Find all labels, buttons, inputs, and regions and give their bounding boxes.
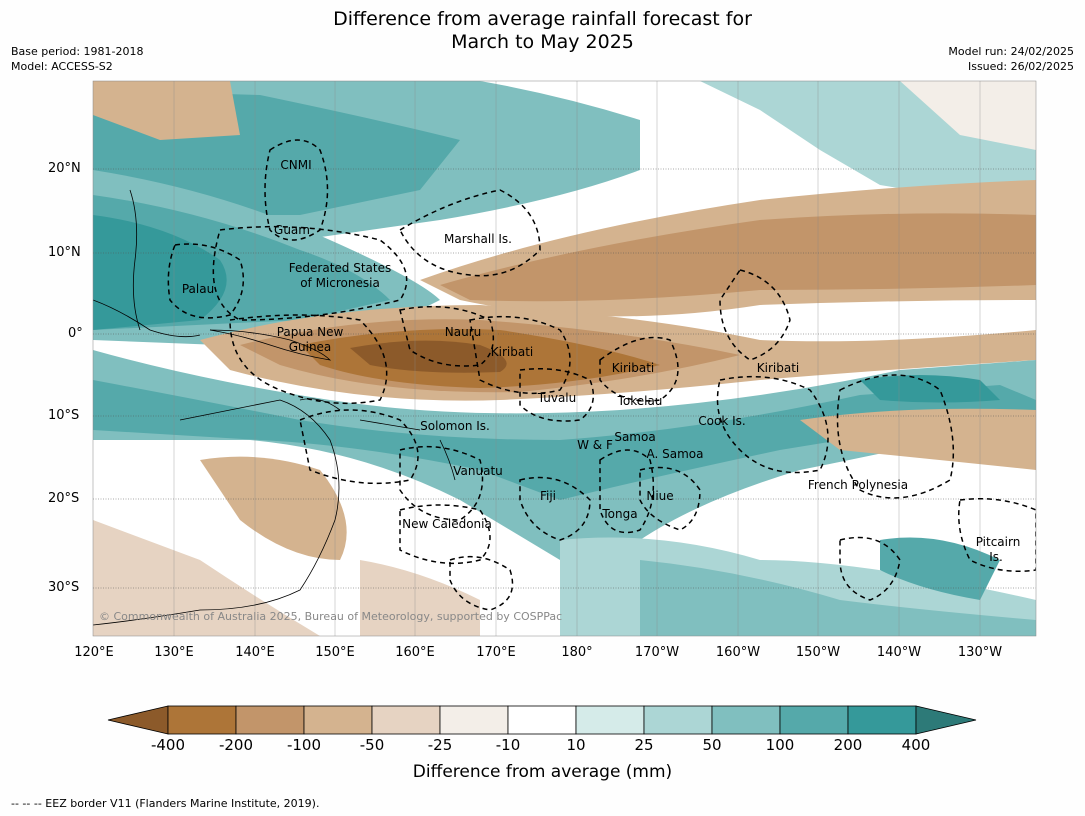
lon-label: 150°W (795, 645, 841, 660)
lat-label-0: 0° (68, 326, 83, 341)
lon-label: 140°E (235, 645, 275, 660)
region-label: Papua New (276, 325, 344, 339)
region-label: Federated States (288, 261, 392, 275)
model-name: Model: ACCESS-S2 (11, 60, 113, 73)
region-label: Tonga (602, 507, 638, 521)
colorbar-segment (235, 705, 305, 735)
region-label: New Caledonia (402, 517, 492, 531)
region-label: Fiji (539, 489, 557, 503)
region-label: Kiribati (490, 345, 534, 359)
colorbar-segment (439, 705, 509, 735)
region-label: Vanuatu (453, 464, 503, 478)
colorbar-segment (167, 705, 237, 735)
colorbar-segment (507, 705, 577, 735)
base-period: Base period: 1981-2018 (11, 45, 144, 58)
region-label: Tuvalu (537, 391, 577, 405)
region-label: of Micronesia (300, 276, 380, 290)
colorbar-tick-label: -200 (218, 736, 254, 754)
colorbar-tick-label: 400 (901, 736, 931, 754)
region-label: Marshall Is. (444, 232, 512, 246)
colorbar-tick-label: 100 (765, 736, 795, 754)
region-label: Cook Is. (698, 414, 746, 428)
lat-label-10n: 10°N (48, 245, 81, 260)
model-run: Model run: 24/02/2025 (948, 45, 1074, 58)
region-label: French Polynesia (807, 478, 909, 492)
colorbar-tick-label: 50 (702, 736, 722, 754)
colorbar-segment (847, 705, 917, 735)
lon-label: 130°E (154, 645, 194, 660)
region-label: Nauru (444, 325, 482, 339)
region-label: Samoa (614, 430, 656, 444)
model-info: Base period: 1981-2018 Model: ACCESS-S2 (11, 44, 143, 74)
lat-label-20n: 20°N (48, 161, 81, 176)
colorbar-segment (643, 705, 713, 735)
run-info: Model run: 24/02/2025 Issued: 26/02/2025 (948, 44, 1074, 74)
region-label: Is. (989, 550, 1003, 564)
region-label: W & F (577, 438, 613, 452)
region-label: Guinea (288, 340, 332, 354)
region-label: Niue (646, 489, 674, 503)
lat-label-30s: 30°S (48, 580, 80, 595)
lon-label: 130°W (957, 645, 1003, 660)
colorbar-tick-label: 25 (634, 736, 654, 754)
colorbar-under-triangle (107, 705, 169, 735)
colorbar-tick-label: -100 (286, 736, 322, 754)
eez-footnote: -- -- -- EEZ border V11 (Flanders Marine… (11, 797, 320, 810)
region-label: Guam (274, 223, 310, 237)
lon-label: 120°E (74, 645, 114, 660)
lon-label: 170°E (476, 645, 516, 660)
lon-label: 180° (561, 645, 593, 660)
colorbar-tick-label: 200 (833, 736, 863, 754)
region-label: Pitcairn (975, 535, 1021, 549)
colorbar-segment (779, 705, 849, 735)
region-label: CNMI (280, 158, 312, 172)
colorbar-tick-label: -50 (359, 736, 385, 754)
coastlines (93, 189, 456, 626)
region-label: A. Samoa (646, 447, 704, 461)
colorbar-tick-label: -400 (150, 736, 186, 754)
colorbar-segment (303, 705, 373, 735)
colorbar-tick-label: -25 (427, 736, 453, 754)
title-line-1: Difference from average rainfall forecas… (333, 8, 752, 30)
region-label: Kiribati (756, 361, 800, 375)
lon-label: 150°E (315, 645, 355, 660)
region-label: Kiribati (611, 361, 655, 375)
colorbar-over-triangle (915, 705, 977, 735)
colorbar-tick-label: -10 (495, 736, 521, 754)
colorbar (107, 705, 977, 735)
map-field (93, 81, 1036, 636)
map-title: Difference from average rainfall forecas… (0, 8, 1085, 54)
lat-label-20s: 20°S (48, 491, 80, 506)
colorbar-segment (575, 705, 645, 735)
colorbar-segment (371, 705, 441, 735)
issued-date: Issued: 26/02/2025 (967, 60, 1074, 73)
copyright-notice: © Commonwealth of Australia 2025, Bureau… (99, 610, 563, 623)
colorbar-segment (711, 705, 781, 735)
region-label: Palau (181, 282, 215, 296)
graticule (93, 168, 1036, 589)
region-label: Solomon Is. (420, 419, 490, 433)
lon-label: 140°W (876, 645, 922, 660)
title-line-2: March to May 2025 (451, 31, 634, 53)
region-label: Tokelau (617, 394, 663, 408)
lon-label: 170°W (634, 645, 680, 660)
lat-label-10s: 10°S (48, 408, 80, 423)
lon-label: 160°W (715, 645, 761, 660)
eez-borders (167, 139, 1036, 611)
colorbar-tick-label: 10 (566, 736, 586, 754)
lon-label: 160°E (395, 645, 435, 660)
colorbar-title: Difference from average (mm) (412, 762, 673, 782)
